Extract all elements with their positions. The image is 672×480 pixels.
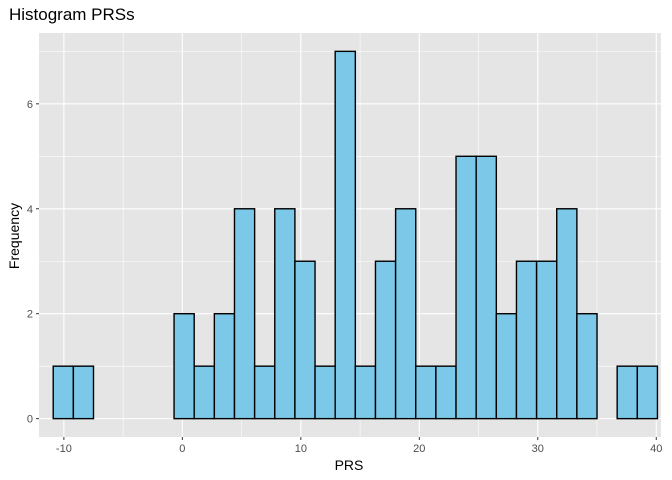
x-tick-label: 20 [413, 443, 425, 455]
histogram-bar [576, 313, 598, 420]
histogram-bar [173, 313, 195, 420]
histogram-bar [475, 155, 498, 420]
chart-title: Histogram PRSs [9, 5, 135, 24]
histogram-bar [435, 365, 457, 420]
histogram-bar [636, 365, 659, 420]
histogram-bar [354, 365, 377, 420]
x-axis-title: PRS [335, 457, 364, 473]
histogram-bar [415, 365, 437, 420]
histogram-bar [233, 208, 256, 420]
histogram-bar [556, 208, 578, 420]
x-tick-label: 10 [295, 443, 307, 455]
histogram-bar [274, 208, 296, 420]
histogram-bar [535, 260, 558, 420]
histogram-bar [253, 365, 276, 420]
x-tick-label: 40 [650, 443, 662, 455]
histogram-bar [193, 365, 216, 420]
y-axis-title: Frequency [6, 203, 22, 269]
y-tick-label: 6 [27, 99, 33, 111]
histogram-bars [52, 50, 659, 420]
y-axis: 0 2 4 6 [27, 99, 39, 426]
histogram-bar [394, 208, 417, 420]
y-tick-label: 0 [27, 414, 33, 426]
x-axis: -10 0 10 20 30 40 [56, 437, 662, 455]
histogram-bar [495, 313, 518, 420]
histogram-bar [314, 365, 336, 420]
y-tick-label: 2 [27, 309, 33, 321]
histogram-bar [334, 50, 357, 420]
histogram-bar [515, 260, 538, 420]
histogram-bar [616, 365, 639, 420]
histogram-bar [72, 365, 95, 420]
y-tick-label: 4 [27, 204, 33, 216]
histogram-bar [455, 155, 477, 420]
histogram-bar [213, 313, 236, 420]
x-tick-label: -10 [56, 443, 72, 455]
x-tick-label: 30 [532, 443, 544, 455]
histogram-bar [294, 260, 316, 420]
histogram-bar [374, 260, 397, 420]
x-tick-label: 0 [179, 443, 185, 455]
histogram-bar [52, 365, 75, 420]
